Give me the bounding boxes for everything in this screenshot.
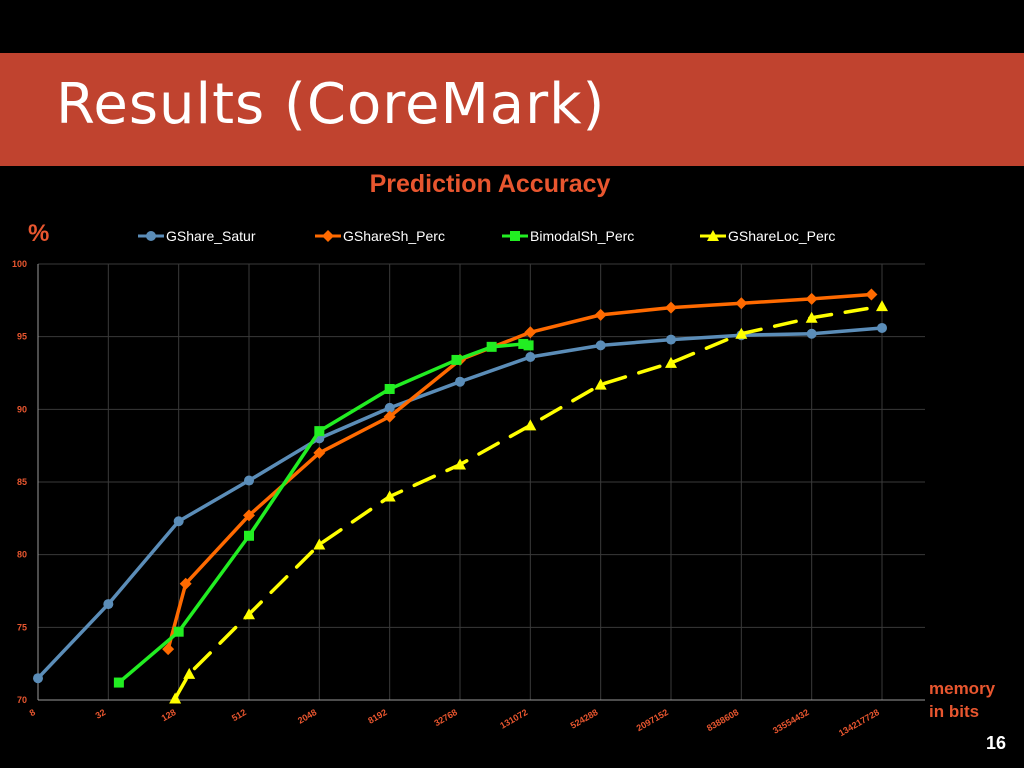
data-point-bimodalsh-perc: [518, 338, 529, 349]
data-point-bimodalsh-perc: [314, 426, 325, 437]
page-number: 16: [986, 733, 1007, 753]
x-tick-label: 8192: [366, 707, 388, 726]
data-point-gsharesh-perc: [524, 326, 537, 339]
x-tick-label: 8388608: [705, 707, 740, 733]
data-point-gshareloc-perc: [313, 538, 326, 550]
axis-layer: 70 75 80 85 90 95 100 8 32 128 512 2048 8192 32768 131…: [12, 259, 925, 738]
x-axis-unit-label: memory in bits: [929, 677, 995, 723]
series-gshareloc-perc: [169, 300, 888, 704]
y-tick-label: 85: [17, 477, 27, 487]
legend-item-gshareloc-perc: GShareLoc_Perc: [700, 228, 835, 244]
data-point-gshare-satur: [455, 376, 465, 387]
x-axis-unit-line2: in bits: [929, 702, 980, 721]
data-point-gsharesh-perc: [243, 509, 255, 522]
data-point-gsharesh-perc: [735, 297, 748, 310]
legend-label: BimodalSh_Perc: [530, 228, 634, 244]
data-point-bimodalsh-perc: [113, 677, 124, 688]
chart-title: Prediction Accuracy: [369, 170, 611, 198]
x-tick-label: 8: [28, 707, 37, 718]
data-point-gshareloc-perc: [183, 667, 196, 679]
x-tick-label: 32: [94, 707, 108, 721]
data-point-gsharesh-perc: [383, 410, 396, 423]
data-point-gshare-satur: [103, 599, 114, 610]
data-point-bimodalsh-perc: [384, 383, 395, 394]
data-point-gshare-satur: [525, 352, 536, 363]
x-tick-label: 512: [230, 707, 248, 723]
data-point-gshareloc-perc: [243, 608, 255, 620]
legend-label: GShareSh_Perc: [343, 228, 445, 244]
y-tick-label: 80: [17, 550, 27, 560]
legend-item-bimodalsh-perc: BimodalSh_Perc: [502, 228, 634, 244]
y-tick-label: 75: [17, 622, 27, 632]
data-point-gsharesh-perc: [179, 577, 192, 590]
legend-swatch-marker: [322, 230, 334, 242]
data-point-gshare-satur: [877, 322, 887, 333]
x-tick-label: 2048: [296, 707, 318, 726]
x-tick-label: 524288: [569, 707, 600, 731]
data-point-gshareloc-perc: [805, 311, 818, 323]
data-point-bimodalsh-perc: [173, 626, 184, 637]
x-tick-label: 134217728: [837, 707, 881, 738]
data-point-gshareloc-perc: [169, 692, 182, 704]
y-axis-unit-label: %: [28, 220, 50, 247]
data-point-gsharesh-perc: [865, 288, 878, 301]
data-point-gsharesh-perc: [162, 643, 175, 656]
data-point-gshare-satur: [244, 475, 254, 486]
data-point-gshareloc-perc: [665, 356, 677, 368]
legend-label: GShareLoc_Perc: [728, 228, 835, 244]
data-point-gshareloc-perc: [524, 419, 537, 431]
data-point-gshareloc-perc: [383, 490, 396, 502]
title-band: [0, 53, 1024, 166]
data-point-gshareloc-perc: [735, 327, 748, 339]
series-bimodalsh-perc: [113, 338, 534, 688]
data-point-bimodalsh-perc: [486, 341, 497, 352]
y-tick-label: 95: [17, 332, 27, 342]
legend-swatch-marker: [146, 231, 156, 241]
series-line-gshareloc-perc: [173, 304, 884, 701]
data-point-gshare-satur: [666, 334, 676, 345]
x-tick-label: 131072: [498, 707, 529, 731]
data-point-gshare-satur: [33, 673, 43, 684]
top-band: [0, 0, 1024, 53]
series-layer: [33, 288, 888, 704]
y-tick-label: 100: [12, 259, 27, 269]
data-point-gshare-satur: [595, 340, 606, 351]
data-point-bimodalsh-perc: [523, 340, 534, 351]
data-point-gshareloc-perc: [876, 300, 888, 312]
data-point-bimodalsh-perc: [451, 354, 462, 365]
legend-item-gshare-satur: GShare_Satur: [138, 228, 256, 244]
data-point-gshare-satur: [806, 328, 817, 339]
legend-label: GShare_Satur: [166, 228, 256, 244]
data-point-gshareloc-perc: [454, 458, 466, 470]
legend-swatch-marker: [707, 230, 719, 241]
data-point-gsharesh-perc: [665, 301, 677, 314]
data-point-bimodalsh-perc: [244, 530, 254, 541]
data-point-gsharesh-perc: [805, 292, 818, 305]
y-tick-label: 70: [17, 695, 27, 705]
data-point-gshare-satur: [384, 402, 395, 413]
x-tick-label: 33554432: [771, 707, 811, 736]
legend-swatch-marker: [510, 231, 520, 241]
legend-layer: GShare_Satur GShareSh_Perc BimodalSh_Perc G…: [138, 228, 835, 244]
x-tick-label: 32768: [432, 707, 459, 728]
x-tick-label: 2097152: [635, 707, 670, 733]
legend-item-gsharesh-perc: GShareSh_Perc: [315, 228, 445, 244]
data-point-gsharesh-perc: [594, 308, 607, 321]
data-point-gshareloc-perc: [594, 378, 607, 390]
y-tick-label: 90: [17, 404, 27, 414]
x-tick-label: 128: [160, 707, 178, 723]
x-axis-unit-line1: memory: [929, 679, 996, 698]
data-point-gshare-satur: [173, 516, 184, 527]
data-point-gsharesh-perc: [313, 446, 326, 459]
slide-title: Results (CoreMark): [56, 72, 606, 137]
